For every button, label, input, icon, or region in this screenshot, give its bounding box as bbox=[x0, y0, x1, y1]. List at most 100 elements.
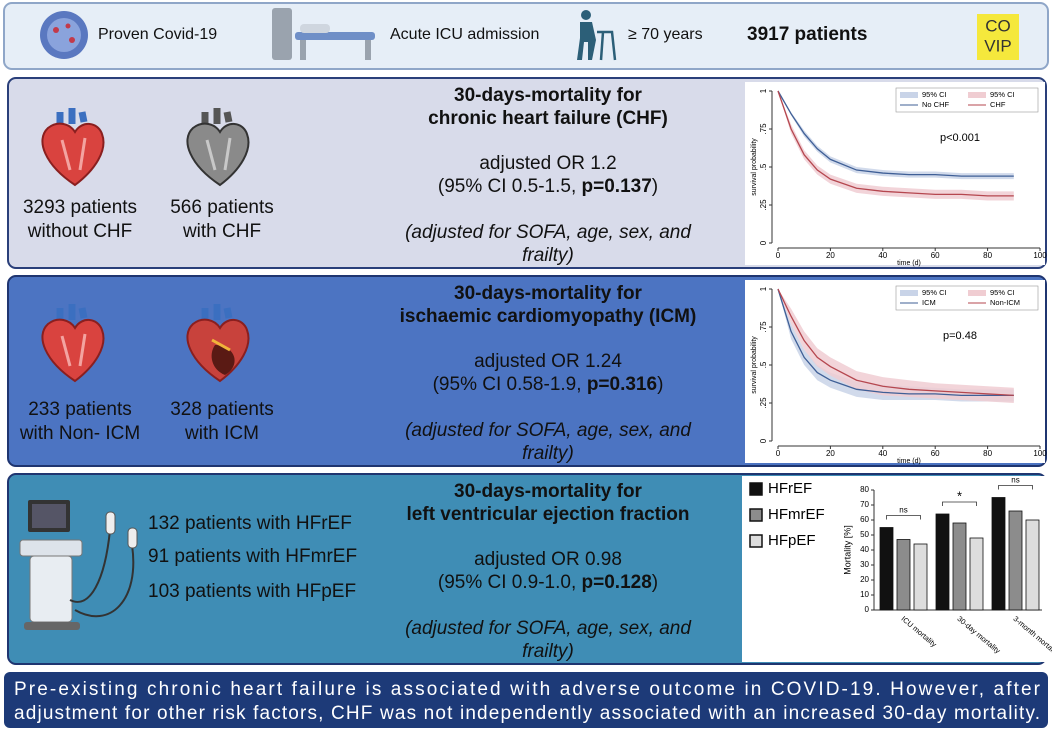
conclusion-box bbox=[4, 672, 1048, 728]
legend-label: 95% CI bbox=[922, 288, 947, 297]
legend-label: HFmrEF bbox=[768, 506, 825, 523]
bar bbox=[879, 527, 894, 611]
significance-label: ns bbox=[899, 506, 907, 515]
chart-box bbox=[745, 280, 1045, 463]
x-tick-label: 20 bbox=[826, 251, 835, 260]
legend-label: Non-ICM bbox=[990, 298, 1020, 307]
legend-label: ICM bbox=[922, 298, 936, 307]
y-axis-label: Mortality [%] bbox=[842, 525, 852, 575]
y-tick-label: 40 bbox=[860, 545, 869, 554]
panel-title: ischaemic cardiomyopathy (ICM) bbox=[400, 306, 697, 327]
bar bbox=[1025, 519, 1040, 611]
group-label: with Non- ICM bbox=[19, 423, 140, 444]
group-label: with CHF bbox=[182, 221, 261, 242]
legend-swatch bbox=[749, 482, 763, 496]
group-label: 103 patients with HFpEF bbox=[148, 581, 356, 602]
logo-text: VIP bbox=[984, 36, 1011, 55]
ci-band bbox=[778, 289, 1014, 403]
x-axis-label: time (d) bbox=[897, 260, 921, 267]
group-label: 233 patients bbox=[28, 399, 132, 420]
x-tick-label: 40 bbox=[878, 251, 887, 260]
y-tick-label: .25 bbox=[759, 397, 768, 409]
x-tick-label: 100 bbox=[1033, 251, 1047, 260]
y-tick-label: 10 bbox=[860, 590, 869, 599]
bar bbox=[913, 543, 928, 611]
ci-part: ) bbox=[652, 176, 658, 197]
chart-annotation: p=0.48 bbox=[943, 330, 977, 342]
ci-part: p=0.137 bbox=[582, 176, 652, 197]
legend-label: 95% CI bbox=[922, 90, 947, 99]
legend-label: HFpEF bbox=[768, 532, 816, 549]
conclusion-text: adjustment for other risk factors, CHF w… bbox=[14, 703, 1040, 724]
legend-label: 95% CI bbox=[990, 288, 1015, 297]
y-axis-label: survival probability bbox=[751, 336, 758, 394]
chart-annotation: p<0.001 bbox=[940, 132, 980, 144]
x-tick-label: 60 bbox=[931, 449, 940, 458]
adjustment-note: frailty) bbox=[522, 245, 574, 266]
odds-ratio: adjusted OR 1.2 bbox=[479, 153, 616, 174]
survival-curve bbox=[777, 90, 1014, 177]
adjustment-note: frailty) bbox=[522, 443, 574, 464]
significance-bracket bbox=[942, 501, 977, 506]
header-item: Proven Covid-19 bbox=[98, 26, 217, 43]
x-tick-label: 0 bbox=[776, 251, 781, 260]
x-tick-label: 80 bbox=[983, 251, 992, 260]
legend-label: 95% CI bbox=[990, 90, 1015, 99]
confidence-interval: (95% CI 0.9-1.0, p=0.128) bbox=[438, 572, 658, 593]
x-tick-label: 20 bbox=[826, 449, 835, 458]
significance-bracket bbox=[998, 485, 1033, 490]
legend-swatch bbox=[749, 534, 763, 548]
logo-box bbox=[977, 14, 1019, 60]
y-tick-label: 1 bbox=[759, 286, 768, 291]
ci-part: p=0.128 bbox=[582, 572, 652, 593]
group-label: 566 patients bbox=[170, 197, 274, 218]
heart-icon bbox=[41, 108, 105, 187]
adjustment-note: (adjusted for SOFA, age, sex, and bbox=[405, 618, 692, 639]
legend-box bbox=[895, 87, 1039, 113]
y-tick-label: 0 bbox=[759, 438, 768, 443]
heart-icon bbox=[186, 108, 250, 187]
header-item: Acute ICU admission bbox=[390, 26, 539, 43]
legend-label: HFrEF bbox=[768, 480, 812, 497]
y-tick-label: .5 bbox=[759, 361, 768, 368]
ci-part: ) bbox=[657, 374, 663, 395]
y-tick-label: 1 bbox=[759, 88, 768, 93]
bar bbox=[991, 497, 1006, 611]
y-tick-label: 50 bbox=[860, 530, 869, 539]
panel-title: left ventricular ejection fraction bbox=[407, 504, 690, 525]
y-tick-label: 0 bbox=[865, 605, 870, 614]
significance-label: * bbox=[957, 488, 962, 503]
header-total: 3917 patients bbox=[747, 24, 867, 45]
y-axis-label: survival probability bbox=[751, 138, 758, 196]
legend-box bbox=[895, 285, 1039, 311]
y-tick-label: 20 bbox=[860, 575, 869, 584]
group-label: 132 patients with HFrEF bbox=[148, 513, 352, 534]
significance-bracket bbox=[886, 515, 921, 520]
legend-label: No CHF bbox=[922, 100, 950, 109]
legend-label: CHF bbox=[990, 100, 1006, 109]
legend-swatch bbox=[968, 290, 986, 296]
survival-curve bbox=[777, 288, 1014, 397]
ultrasound-icon bbox=[19, 500, 138, 630]
conclusion-text: Pre-existing chronic heart failure is as… bbox=[14, 679, 1041, 700]
legend-swatch bbox=[968, 92, 986, 98]
header-item: ≥ 70 years bbox=[628, 26, 703, 43]
virus-icon bbox=[40, 11, 88, 59]
heart-icon bbox=[41, 304, 105, 383]
logo-text: CO bbox=[985, 16, 1011, 35]
group-label: 328 patients bbox=[170, 399, 274, 420]
survival-curve bbox=[777, 90, 1014, 197]
odds-ratio: adjusted OR 0.98 bbox=[474, 549, 622, 570]
significance-label: ns bbox=[1011, 476, 1019, 485]
x-tick-label: 80 bbox=[983, 449, 992, 458]
ci-part: (95% CI 0.5-1.5, bbox=[438, 176, 582, 197]
y-tick-label: 30 bbox=[860, 560, 869, 569]
x-tick-label: 60 bbox=[931, 251, 940, 260]
y-tick-label: .75 bbox=[759, 123, 768, 135]
bar bbox=[1008, 510, 1023, 611]
panel-title: 30-days-mortality for bbox=[454, 85, 643, 106]
legend-swatch bbox=[900, 290, 918, 296]
adjustment-note: (adjusted for SOFA, age, sex, and bbox=[405, 420, 692, 441]
